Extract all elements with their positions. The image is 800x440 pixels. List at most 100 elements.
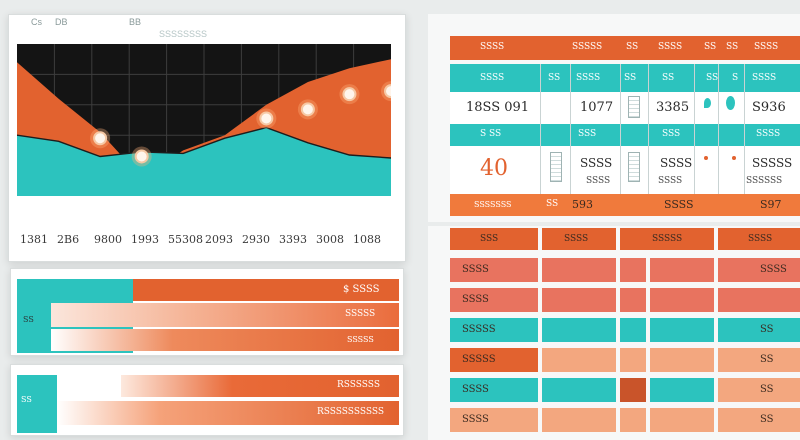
grid-header-label-2: SSSS [564,234,589,244]
grid-cell [542,258,616,282]
circle-icon [726,96,735,110]
data-point-3 [259,111,274,126]
x-tick-label: 2B6 [57,233,80,246]
grid-cell [718,318,800,342]
grid-cell [718,288,800,312]
col-divider-6 [718,64,719,194]
top-row2-cell-2: 1077 [580,100,614,115]
grid-row-value: SS [760,384,774,395]
chart-header-text: SSSSSSSS [159,29,208,39]
col-divider-2 [570,64,571,194]
top-row4-cell-4: SSSSS [752,156,793,170]
grid-header-1 [450,228,538,250]
col-divider-5 [694,64,695,194]
grid-cell [650,258,714,282]
x-tick-label: 1993 [131,233,159,246]
grid-row-label: SSSS [462,264,489,275]
grid-row-value: SS [760,414,774,425]
orange-bar-4 [57,401,399,425]
drop-icon [704,98,711,108]
grid-header-3 [620,228,714,250]
grid-cell [650,348,714,372]
chart-tab-b[interactable]: DB [55,17,68,27]
x-tick-label: 2093 [205,233,233,246]
top-row3-cell-3: SSS [662,129,681,139]
chart-tab-a[interactable]: Cs [31,17,42,27]
bar-sub-label: SSSSS [345,309,376,319]
grid-cell [450,258,538,282]
grid-cell [718,348,800,372]
grid-header-2 [542,228,616,250]
grid-cell [620,408,646,432]
top-row3-cell-4: SSSS [756,129,781,139]
grid-cell [650,378,714,402]
bar-value-label: $ SSSS [343,284,380,295]
top-header-cell-3: SS [626,42,639,52]
top-row4-cell-2: SSSS [580,156,613,170]
grid-cell [542,378,616,402]
grid-cell [718,258,800,282]
grid-header-label-3: SSSSS [652,234,683,244]
top-row1-cell-1: SSSS [480,73,505,83]
bar-sub-label-2: SSSSS [347,335,374,344]
highlighted-points [90,81,391,167]
area-chart [17,44,391,196]
bar-value-label-2: RSSSSSS [337,380,380,390]
top-row1-cell-7: S [732,73,739,83]
grid-header-label-1: SSS [480,234,499,244]
grid-cell [542,348,616,372]
top-header-cell-2: SSSSS [572,42,603,52]
grid-cell [620,348,646,372]
grid-cell [650,318,714,342]
grid-row-label: SSSSS [462,324,496,335]
status-icon-3 [550,152,562,182]
bar-panel-bottom: SS RSSSSSS RSSSSSSSSSS [10,364,404,436]
grid-cell [450,408,538,432]
top-footer-cell-1: SSSSSSS [474,200,512,209]
top-row-2 [450,92,800,124]
data-point-2 [134,149,149,164]
grid-row-label: SSSSS [462,354,496,365]
top-row1-cell-5: SS [662,73,675,83]
data-point-6 [384,84,391,99]
grid-cell [620,318,646,342]
grid-cell [650,288,714,312]
grid-row-value: SS [760,354,774,365]
top-row1-cell-2: SS [548,73,561,83]
chart-tab-c[interactable]: BB [129,17,142,27]
grid-cell [542,288,616,312]
top-header-cell-7: SSSS [754,42,779,52]
top-row2-cell-3: 3385 [656,100,690,115]
orange-bar-3 [121,375,399,397]
x-tick-label: 2930 [242,233,270,246]
top-row3-cell-2: SSS [578,129,597,139]
data-point-1 [93,131,108,146]
bar-panel-top: $ SSSS SS SSSSS SSSSS [10,268,404,356]
x-tick-label: 1088 [353,233,381,246]
top-row1-cell-8: SSSS [752,73,777,83]
col-divider-1 [540,64,541,194]
x-tick-label: 1381 [20,233,48,246]
top-footer-cell-2: SS [546,199,559,209]
top-header-cell-4: SSSS [658,42,683,52]
top-table-header [450,36,800,60]
top-row2-cell-4: S936 [752,100,786,115]
grid-cell [450,288,538,312]
grid-row-value: SSSS [760,264,787,275]
status-icon-2 [628,152,640,182]
top-row4-cell-3: SSSS [660,156,693,170]
top-header-cell-1: SSSS [480,42,505,52]
grid-cell [450,318,538,342]
grid-row-label: SSSS [462,384,489,395]
top-footer-cell-4: SSSS [664,198,694,211]
grid-cell [620,258,646,282]
grid-cell [718,408,800,432]
col-divider-3 [620,64,621,194]
bar-row-label-2: SS [21,395,32,404]
top-row5-cell-1: SSSS [586,176,611,186]
grid-cell [450,378,538,402]
top-row-1 [450,64,800,92]
x-tick-label: 9800 [94,233,122,246]
grid-cell [620,378,646,402]
col-divider-4 [648,64,649,194]
